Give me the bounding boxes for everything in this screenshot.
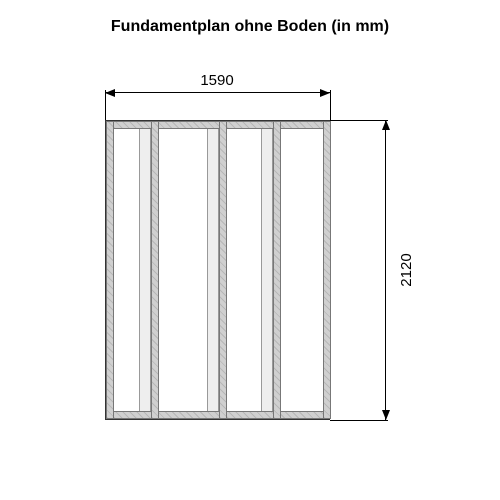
channel-3: [261, 129, 273, 411]
ext-line-top-right: [330, 90, 331, 120]
ext-line-right-top: [330, 120, 388, 121]
ext-line-right-bot: [330, 420, 388, 421]
rail-bottom: [106, 411, 329, 419]
plan-outline: [105, 120, 330, 420]
rail-top: [106, 121, 329, 129]
beam-1: [106, 121, 114, 419]
dim-label-width: 1590: [200, 72, 233, 89]
channel-2: [207, 129, 219, 411]
arrow-up-icon: [382, 120, 390, 130]
channel-1: [139, 129, 151, 411]
beam-4: [273, 121, 281, 419]
beam-3: [219, 121, 227, 419]
arrow-left-icon: [105, 89, 115, 97]
beam-5: [323, 121, 331, 419]
drawing-stage: 1590 2120: [0, 0, 500, 500]
dim-label-height: 2120: [398, 253, 415, 286]
arrow-right-icon: [320, 89, 330, 97]
beam-2: [151, 121, 159, 419]
dim-line-right: [385, 120, 386, 420]
arrow-down-icon: [382, 410, 390, 420]
dim-line-top: [105, 92, 330, 93]
